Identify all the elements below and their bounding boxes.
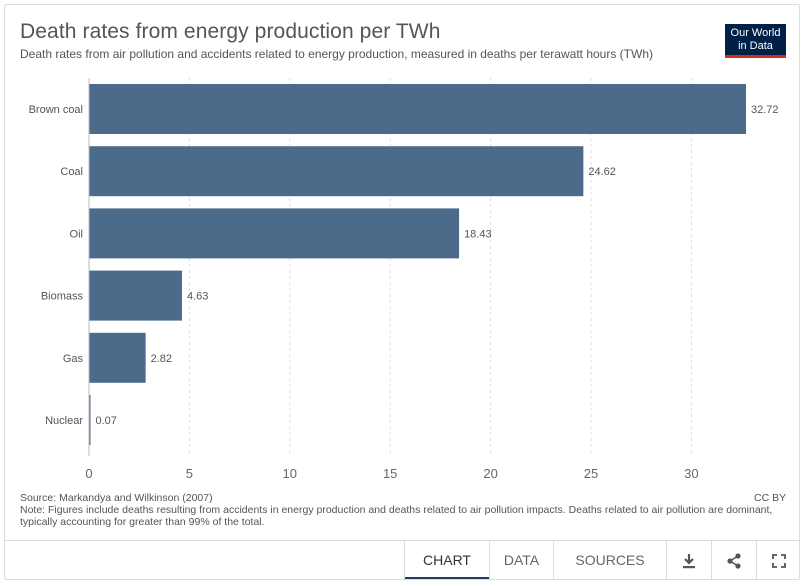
x-tick-label: 0: [85, 466, 92, 481]
chart-controls: CHART DATA SOURCES: [4, 540, 800, 580]
logo-line-1: Our World: [730, 27, 781, 39]
owid-logo[interactable]: Our World in Data: [725, 24, 786, 58]
share-button[interactable]: [711, 541, 756, 580]
bar: [89, 84, 746, 134]
fullscreen-icon: [772, 553, 786, 568]
bar: [89, 146, 584, 197]
bar: [89, 395, 91, 445]
category-label: Brown coal: [29, 104, 83, 116]
value-label: 24.62: [588, 166, 616, 178]
bar: [89, 270, 182, 321]
chart-title: Death rates from energy production per T…: [20, 20, 441, 43]
share-icon: [727, 552, 741, 569]
bar: [89, 208, 460, 259]
source-text: Source: Markandya and Wilkinson (2007): [20, 492, 213, 504]
category-label: Nuclear: [45, 415, 83, 427]
x-tick-label: 25: [584, 466, 598, 481]
chart-subtitle: Death rates from air pollution and accid…: [20, 47, 653, 61]
value-label: 18.43: [464, 228, 492, 240]
tab-data[interactable]: DATA: [489, 541, 553, 580]
tab-chart[interactable]: CHART: [404, 541, 489, 580]
category-label: Oil: [70, 228, 83, 240]
tab-sources[interactable]: SOURCES: [553, 541, 666, 580]
x-tick-label: 10: [283, 466, 297, 481]
value-label: 4.63: [187, 291, 208, 303]
x-tick-label: 5: [186, 466, 193, 481]
fullscreen-button[interactable]: [756, 541, 801, 580]
x-tick-label: 20: [483, 466, 497, 481]
note-text: Note: Figures include deaths resulting f…: [20, 504, 773, 528]
value-label: 32.72: [751, 104, 779, 116]
category-label: Coal: [60, 166, 83, 178]
license-link[interactable]: CC BY: [754, 492, 787, 504]
category-label: Biomass: [41, 291, 84, 303]
logo-line-2: in Data: [738, 40, 773, 52]
value-label: 0.07: [96, 415, 117, 427]
x-tick-label: 15: [383, 466, 397, 481]
bar: [89, 332, 146, 383]
x-tick-label: 30: [684, 466, 698, 481]
download-icon: [683, 553, 695, 568]
value-label: 2.82: [151, 353, 172, 365]
category-label: Gas: [63, 353, 84, 365]
bar-chart: 0 5 10 15 20 25 30 Brown coal 32.72 Coal 24.62 Oil 1…: [29, 78, 779, 481]
download-button[interactable]: [666, 541, 711, 580]
